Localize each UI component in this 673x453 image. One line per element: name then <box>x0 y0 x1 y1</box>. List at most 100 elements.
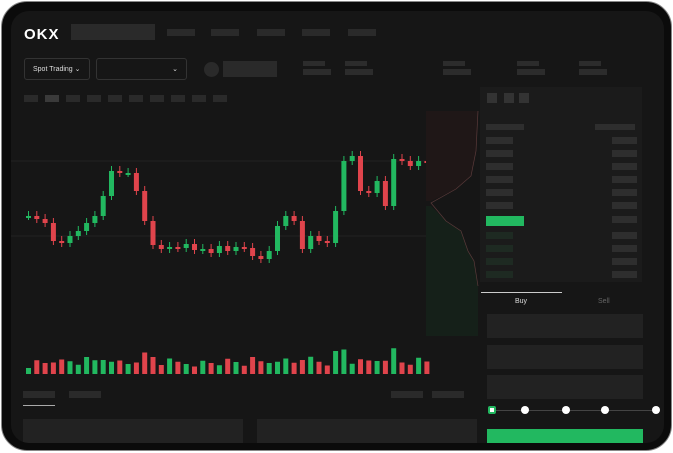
candle <box>258 256 264 259</box>
candle <box>192 244 197 250</box>
candle <box>42 219 48 223</box>
candlestick-chart[interactable] <box>11 101 481 391</box>
candle <box>84 223 90 231</box>
chevron-down-icon: ⌄ <box>172 66 178 73</box>
nav-item[interactable] <box>257 29 285 36</box>
volume-bar <box>84 357 90 374</box>
tab-open-orders[interactable] <box>23 391 55 398</box>
pair-price <box>223 61 277 77</box>
volume-bar <box>341 349 347 374</box>
ask-price <box>486 150 513 157</box>
volume-bar <box>208 363 214 374</box>
search-bar[interactable] <box>71 24 155 40</box>
volume-bar <box>34 360 40 374</box>
amount-slider[interactable] <box>491 410 659 411</box>
total-input[interactable] <box>487 375 643 399</box>
bid-size <box>612 271 637 278</box>
candle <box>50 223 56 241</box>
order-book <box>480 87 642 282</box>
candle <box>216 246 222 253</box>
volume-bar <box>258 361 264 374</box>
ask-size <box>612 150 637 157</box>
candle <box>316 236 322 241</box>
candle <box>233 247 239 251</box>
ask-price <box>486 163 513 170</box>
volume-bar <box>374 361 380 374</box>
amount-input[interactable] <box>487 345 643 369</box>
volume-bar <box>266 363 272 374</box>
filter-button[interactable] <box>432 391 464 398</box>
stat-value <box>579 69 607 75</box>
timeframe-button <box>66 95 80 102</box>
slider-step[interactable] <box>652 406 660 414</box>
slider-step[interactable] <box>601 406 609 414</box>
last-price <box>486 216 524 226</box>
candle <box>34 216 40 219</box>
nav-item[interactable] <box>211 29 239 36</box>
ask-size <box>612 216 637 223</box>
nav-item[interactable] <box>348 29 376 36</box>
candle <box>366 191 372 193</box>
volume-bar <box>291 362 297 374</box>
candle <box>208 249 214 253</box>
orders-panel <box>23 419 243 443</box>
nav-item[interactable] <box>167 29 195 36</box>
filter-button[interactable] <box>391 391 423 398</box>
slider-step[interactable] <box>562 406 570 414</box>
volume-bar <box>26 368 31 374</box>
tab-sell[interactable]: Sell <box>598 298 610 305</box>
stat-label <box>517 61 539 66</box>
candle <box>67 236 73 243</box>
okx-logo: OKX <box>24 26 60 43</box>
market-type-select[interactable]: Spot Trading ⌄ <box>24 58 90 80</box>
timeframe-button <box>87 95 101 102</box>
timeframe-button <box>150 95 164 102</box>
volume-bar <box>225 358 231 374</box>
candle <box>117 171 123 173</box>
candle <box>374 181 380 193</box>
stat-value <box>517 69 545 75</box>
candle <box>183 244 189 248</box>
volume-bar <box>299 360 305 374</box>
candle <box>75 231 81 236</box>
buy-button[interactable] <box>487 429 643 443</box>
tab-buy[interactable]: Buy <box>515 298 528 305</box>
candle <box>133 173 139 191</box>
bid-size <box>612 258 637 265</box>
candle <box>308 236 314 249</box>
volume-bar <box>250 357 256 374</box>
bid-price <box>486 271 513 278</box>
volume-bar <box>50 362 56 374</box>
candle <box>225 246 231 251</box>
pair-select[interactable]: ⌄ <box>96 58 187 80</box>
volume-bar <box>158 365 164 374</box>
candle <box>109 171 114 196</box>
timeframe-button <box>108 95 122 102</box>
bids-view-icon <box>504 93 514 103</box>
price-input[interactable] <box>487 314 643 338</box>
tab-history[interactable] <box>69 391 101 398</box>
ask-size <box>612 176 637 183</box>
slider-step[interactable] <box>521 406 529 414</box>
volume-bar <box>109 361 114 374</box>
nav-item[interactable] <box>302 29 330 36</box>
volume-bar <box>150 357 156 374</box>
timeframe-button <box>171 95 185 102</box>
stat-value <box>345 69 373 75</box>
volume-bar <box>183 364 189 374</box>
volume-bar <box>167 358 173 374</box>
depth-view-icon <box>487 93 497 103</box>
tab-underline <box>23 405 55 406</box>
volume-bar <box>333 351 339 374</box>
stat-value <box>443 69 471 75</box>
ask-size <box>612 202 637 209</box>
candle <box>391 159 397 206</box>
volume-bar <box>42 363 48 374</box>
slider-step[interactable] <box>488 406 496 414</box>
trading-screen: OKX Spot Trading ⌄ ⌄ Buy Sell <box>11 11 664 443</box>
volume-bar <box>216 365 222 374</box>
candle <box>299 221 305 249</box>
candle <box>291 216 297 221</box>
candle <box>399 159 405 161</box>
